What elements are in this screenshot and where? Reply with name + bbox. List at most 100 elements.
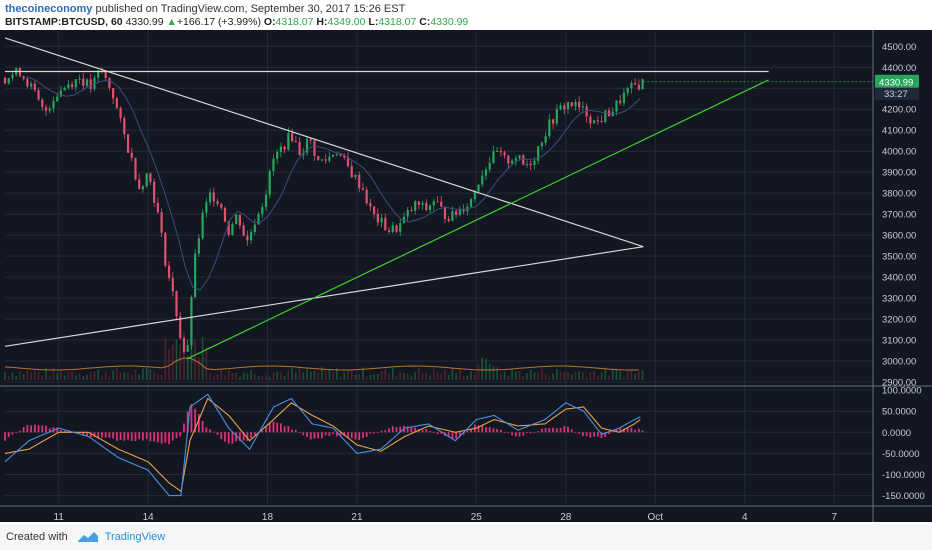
volume-bar bbox=[291, 367, 293, 380]
volume-bar bbox=[280, 371, 282, 380]
macd-histogram-bar bbox=[104, 432, 107, 438]
volume-bar bbox=[384, 368, 387, 380]
volume-bar bbox=[86, 374, 88, 380]
volume-bar bbox=[254, 374, 256, 380]
macd-histogram-bar bbox=[552, 427, 554, 433]
volume-bar bbox=[160, 374, 163, 380]
macd-histogram-bar bbox=[317, 432, 320, 439]
macd-histogram-bar bbox=[429, 430, 431, 433]
volume-bar bbox=[391, 368, 394, 380]
candle-body bbox=[197, 238, 200, 254]
volume-bar bbox=[343, 372, 346, 380]
candle-body bbox=[11, 74, 14, 79]
volume-bar bbox=[224, 375, 226, 380]
volume-bar bbox=[425, 373, 428, 380]
candle-body bbox=[522, 155, 525, 165]
volume-bar bbox=[287, 370, 290, 380]
candle-body bbox=[216, 201, 219, 204]
volume-bar bbox=[78, 373, 81, 380]
volume-bar bbox=[116, 367, 118, 380]
volume-bar bbox=[585, 376, 588, 380]
candle-body bbox=[484, 169, 488, 176]
volume-bar bbox=[302, 372, 305, 380]
price-tick-label: 4500.00 bbox=[882, 42, 916, 53]
volume-bar bbox=[317, 372, 319, 380]
time-tick-label: 28 bbox=[560, 512, 572, 522]
candle-body bbox=[115, 98, 118, 108]
price-tick-label: 3900.00 bbox=[882, 168, 916, 179]
chart-area[interactable]: 4500.004400.004300.004200.004100.004000.… bbox=[0, 30, 932, 522]
volume-bar bbox=[321, 367, 323, 380]
macd-histogram-bar bbox=[365, 432, 368, 437]
candle-body bbox=[249, 232, 253, 241]
volume-bar bbox=[515, 371, 517, 380]
candle-body bbox=[619, 100, 622, 104]
volume-bar bbox=[4, 372, 6, 380]
open-label: O: bbox=[263, 16, 276, 28]
macd-histogram-bar bbox=[615, 428, 618, 433]
created-with-text: Created with bbox=[6, 531, 68, 543]
macd-histogram-bar bbox=[171, 432, 174, 441]
candle-body bbox=[406, 210, 409, 217]
volume-bar bbox=[455, 373, 457, 380]
macd-histogram-bar bbox=[298, 432, 301, 434]
candle-body bbox=[246, 235, 249, 241]
volume-bar bbox=[268, 376, 271, 380]
candle-body bbox=[160, 212, 163, 233]
volume-bar bbox=[350, 370, 353, 380]
candle-body bbox=[436, 201, 439, 203]
candle-body bbox=[164, 232, 167, 266]
volume-bar bbox=[358, 373, 361, 380]
candle-body bbox=[555, 109, 558, 124]
candle-body bbox=[440, 201, 443, 207]
candle-body bbox=[145, 173, 148, 187]
macd-histogram-bar bbox=[309, 432, 312, 440]
candle-body bbox=[447, 218, 450, 221]
volume-bar bbox=[332, 371, 334, 380]
price-tick-label: 3500.00 bbox=[882, 252, 916, 263]
candle-body bbox=[525, 164, 529, 166]
macd-histogram-bar bbox=[578, 432, 581, 434]
macd-histogram-bar bbox=[559, 427, 562, 433]
macd-tick-label: 50.0000 bbox=[882, 407, 916, 418]
volume-bar bbox=[186, 355, 189, 380]
candle-body bbox=[18, 67, 22, 77]
candle-body bbox=[387, 230, 391, 233]
macd-histogram-bar bbox=[41, 425, 44, 433]
candle-body bbox=[130, 152, 133, 158]
chart-canvas[interactable]: 4500.004400.004300.004200.004100.004000.… bbox=[0, 30, 932, 522]
price-tick-label: 3400.00 bbox=[882, 273, 916, 284]
macd-histogram-bar bbox=[343, 432, 346, 437]
volume-bar bbox=[500, 373, 502, 380]
tradingview-brand-link[interactable]: TradingView bbox=[104, 531, 166, 543]
macd-histogram-bar bbox=[190, 404, 193, 433]
low-label: L: bbox=[368, 16, 379, 28]
candle-body bbox=[112, 88, 115, 99]
volume-bar bbox=[175, 339, 178, 380]
candle-body bbox=[313, 140, 316, 156]
macd-histogram-bar bbox=[496, 428, 499, 433]
volume-bar bbox=[250, 369, 252, 380]
volume-bar bbox=[403, 372, 405, 380]
candle-body bbox=[276, 151, 279, 159]
candle-body bbox=[7, 78, 10, 84]
volume-bar bbox=[41, 375, 44, 380]
symbol-label: BITSTAMP:BTCUSD, 60 bbox=[5, 16, 123, 28]
author-link[interactable]: thecoineconomy bbox=[5, 3, 93, 15]
volume-bar bbox=[52, 367, 55, 380]
price-tick-label: 3300.00 bbox=[882, 294, 916, 305]
volume-bar bbox=[93, 370, 96, 380]
published-text: published on TradingView.com, September … bbox=[95, 3, 406, 15]
low-value: 4318.07 bbox=[378, 16, 417, 28]
chart-header: thecoineconomy published on TradingView.… bbox=[0, 0, 932, 30]
candle-body bbox=[548, 119, 551, 137]
time-tick-label: 25 bbox=[471, 512, 483, 522]
volume-bar bbox=[354, 374, 357, 380]
symbol-line: BITSTAMP:BTCUSD, 60 4330.99 ▲+166.17 (+3… bbox=[5, 16, 468, 28]
macd-histogram-bar bbox=[19, 430, 21, 433]
macd-histogram-bar bbox=[555, 428, 558, 433]
macd-histogram-bar bbox=[481, 424, 484, 433]
macd-histogram-bar bbox=[82, 432, 85, 435]
candle-body bbox=[455, 211, 458, 215]
macd-histogram-bar bbox=[324, 432, 327, 436]
